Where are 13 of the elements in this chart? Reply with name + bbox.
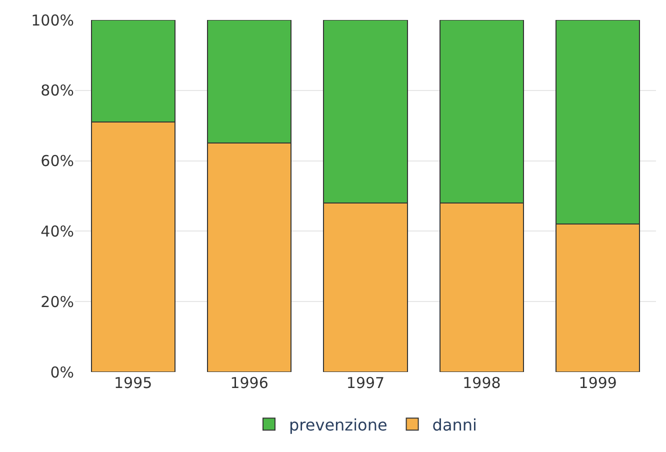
y-tick-label: 80% bbox=[40, 82, 74, 100]
x-tick-label: 1998 bbox=[462, 374, 501, 392]
legend-label: prevenzione bbox=[289, 415, 388, 434]
legend-label: danni bbox=[432, 415, 477, 434]
y-tick-label: 100% bbox=[31, 11, 74, 30]
y-tick-label: 0% bbox=[50, 363, 74, 382]
y-tick-label: 40% bbox=[40, 222, 74, 240]
y-tick-label: 20% bbox=[40, 292, 74, 311]
x-tick-label: 1999 bbox=[578, 374, 617, 392]
y-tick-label: 60% bbox=[40, 152, 74, 170]
x-tick-label: 1996 bbox=[230, 374, 268, 392]
x-tick-label: 1997 bbox=[346, 374, 385, 392]
x-tick-label: 1995 bbox=[114, 374, 152, 392]
